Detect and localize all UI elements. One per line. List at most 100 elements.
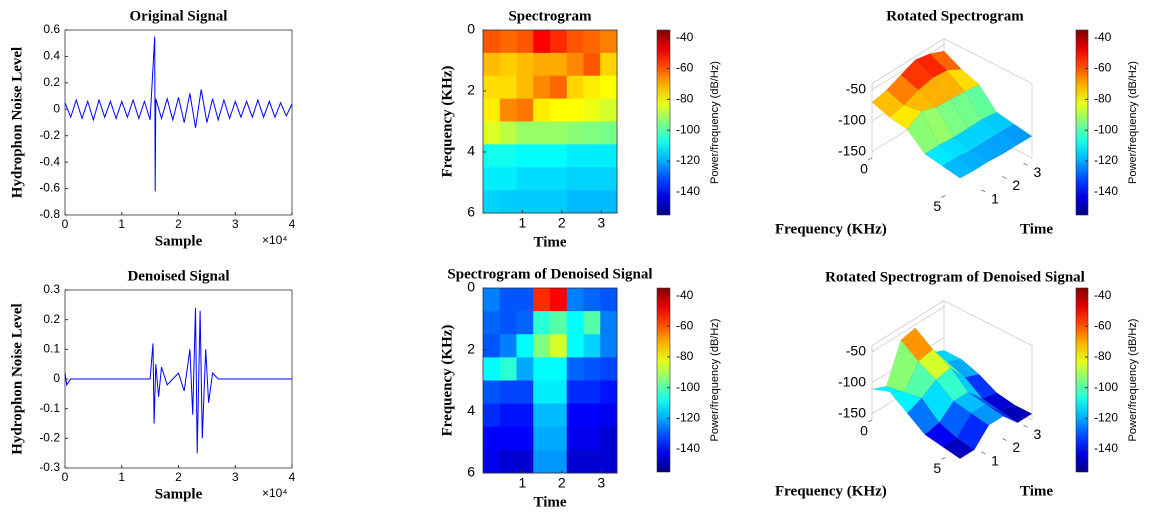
heatmap-cell: [483, 190, 501, 214]
colorbar-tick-label: -120: [676, 411, 700, 425]
heatmap-cell: [483, 380, 501, 405]
heatmap-cell: [600, 403, 618, 428]
y-tick-label: 2: [1012, 439, 1020, 455]
heatmap-cell: [499, 98, 517, 122]
z-tick-label: -100: [838, 374, 866, 390]
z-tick-label: -150: [838, 143, 866, 159]
colorbar-label: Power/frequency (dB/Hz): [709, 61, 721, 184]
heatmap-cell: [499, 288, 517, 312]
colorbar-tick-label: -140: [1094, 184, 1118, 198]
heatmap-cell: [516, 311, 534, 335]
heatmap-cell: [583, 380, 601, 405]
y-tick: [1002, 438, 1007, 441]
heatmap-cell: [516, 449, 534, 474]
heatmap-cell: [516, 144, 534, 168]
colorbar-tick-label: -60: [676, 319, 694, 333]
heatmap-cell: [516, 334, 534, 358]
heatmap-cell: [483, 311, 501, 335]
y-tick-label: 0: [467, 279, 475, 295]
heatmap-cell: [550, 52, 568, 77]
y-tick: [1023, 425, 1028, 428]
x-tick-label: 4: [289, 470, 296, 484]
heatmap-cell: [583, 311, 601, 335]
x-axis-label: Time: [533, 234, 566, 250]
surface-patch: [942, 437, 975, 460]
axis-box: [943, 38, 1033, 84]
heatmap-cell: [533, 144, 551, 168]
signal-line: [64, 36, 293, 192]
heatmap-cell: [600, 144, 618, 168]
heatmap-cell: [499, 380, 517, 405]
x-axis-label: Time: [533, 494, 566, 510]
surface-patch: [999, 404, 1033, 424]
x-tick-label: 4: [289, 217, 296, 231]
colorbar-tick-label: -100: [1094, 380, 1118, 394]
y-tick-label: 6: [467, 464, 475, 480]
y-tick: [981, 451, 986, 455]
heatmap-cell: [566, 167, 584, 191]
heatmap-cell: [516, 30, 534, 54]
surface-patch: [970, 140, 1004, 162]
x-tick: [867, 419, 873, 423]
heatmap-cell: [566, 288, 584, 312]
heatmap-cell: [583, 449, 601, 474]
heatmap-cell: [566, 380, 584, 405]
heatmap-cell: [483, 334, 501, 358]
heatmap-cell: [550, 380, 568, 405]
colorbar: [1075, 287, 1089, 473]
colorbar-label: Power/frequency (dB/Hz): [1127, 319, 1139, 442]
heatmap-cell: [483, 52, 501, 77]
heatmap-cell: [499, 190, 517, 214]
x-axis-label: Sample: [155, 486, 203, 502]
heatmap-cell: [550, 98, 568, 122]
colorbar-tick-label: -140: [676, 441, 700, 455]
heatmap-cell: [499, 52, 517, 77]
heatmap-cell: [483, 288, 501, 312]
heatmap-cell: [550, 75, 568, 100]
x-tick: [867, 157, 873, 161]
y-tick-label: 0.2: [43, 312, 60, 326]
x-tick-label: 0: [860, 423, 868, 439]
heatmap-cell: [533, 403, 551, 428]
y-tick-label: 4: [467, 402, 475, 418]
heatmap-cell: [499, 403, 517, 428]
heatmap-cell: [566, 357, 584, 381]
x-tick-label: 2: [175, 217, 182, 231]
colorbar-tick-label: -140: [676, 184, 700, 198]
x-tick-label: 3: [597, 475, 605, 491]
y-tick: [1002, 176, 1007, 179]
x-tick-label: 0: [62, 217, 69, 231]
colorbar-label: Power/frequency (dB/Hz): [1127, 61, 1139, 184]
y-tick-label: 1: [991, 190, 999, 206]
y-tick-label: 0.2: [43, 75, 60, 89]
x-tick: [941, 457, 946, 460]
heatmap-cell: [499, 30, 517, 54]
heatmap-cell: [516, 380, 534, 405]
colorbar: [1075, 29, 1089, 216]
heatmap-cell: [533, 121, 551, 145]
heatmap-cell: [583, 144, 601, 168]
heatmap-cell: [499, 311, 517, 335]
x-tick-label: 0: [62, 470, 69, 484]
heatmap-cell: [533, 449, 551, 474]
heatmap-cell: [516, 167, 534, 191]
heatmap-cell: [583, 98, 601, 122]
heatmap-cell: [600, 426, 618, 451]
heatmap-cell: [550, 288, 568, 312]
surface-patch: [942, 156, 975, 179]
surface-patch: [999, 123, 1033, 145]
x-tick-label: 0: [860, 161, 868, 177]
colorbar-tick-label: -60: [676, 61, 694, 75]
heatmap-cell: [583, 121, 601, 145]
heatmap-cell: [533, 357, 551, 381]
y-tick-label: 4: [467, 143, 475, 159]
heatmap-cell: [583, 190, 601, 214]
x-tick-label: 2: [558, 475, 566, 491]
heatmap-cell: [533, 190, 551, 214]
heatmap-cell: [483, 98, 501, 122]
heatmap-cell: [600, 334, 618, 358]
x-tick-multiplier: ×10⁴: [262, 233, 288, 247]
heatmap-cell: [516, 75, 534, 100]
heatmap-cell: [566, 52, 584, 77]
heatmap-cell: [600, 190, 618, 214]
